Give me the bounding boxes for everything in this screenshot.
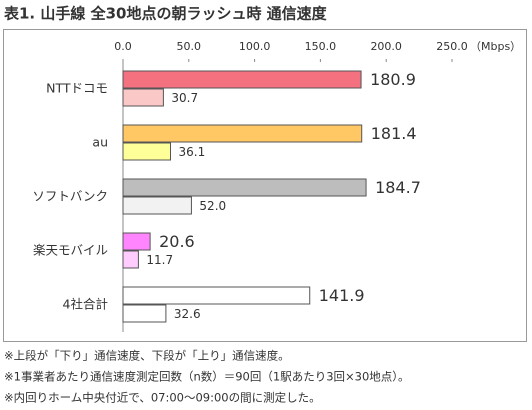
chart-frame	[3, 29, 527, 342]
x-tick-label: 0.0	[114, 40, 132, 53]
value-label: 141.9	[319, 286, 365, 305]
y-tick-label: 4社合計	[63, 297, 108, 312]
x-tick-label: 200.0	[370, 40, 402, 53]
x-tick-label: 150.0	[305, 40, 337, 53]
bar	[122, 178, 367, 197]
note: ※1事業者あたり通信速度測定回数（n数）＝90回（1駅あたり3回×30地点）。	[4, 370, 410, 384]
value-label: 20.6	[159, 232, 195, 251]
value-label-small: 52.0	[199, 199, 226, 213]
x-tick-label: 250.0	[436, 40, 468, 53]
value-label: 184.7	[375, 178, 421, 197]
bar	[122, 88, 164, 107]
y-tick-label: 楽天モバイル	[33, 243, 108, 258]
bar	[122, 124, 363, 143]
bar	[122, 250, 139, 269]
bar	[122, 304, 167, 323]
y-tick-label: au	[92, 135, 108, 150]
bar	[122, 196, 192, 215]
note: ※内回りホーム中央付近で、07:00～09:00の間に測定した。	[4, 391, 321, 405]
bar	[122, 142, 172, 161]
value-label-small: 11.7	[146, 253, 173, 267]
value-label-small: 30.7	[171, 91, 198, 105]
bar	[122, 232, 151, 251]
x-tick-label: 100.0	[239, 40, 271, 53]
x-tick-label: 50.0	[177, 40, 202, 53]
value-label: 180.9	[370, 70, 416, 89]
value-label-small: 36.1	[179, 145, 206, 159]
y-tick-label: NTTドコモ	[46, 81, 108, 96]
y-tick-label: ソフトバンク	[32, 189, 108, 204]
value-label-small: 32.6	[174, 307, 201, 321]
note: ※上段が「下り」通信速度、下段が「上り」通信速度。	[4, 349, 290, 363]
bar	[122, 286, 311, 305]
value-label: 181.4	[371, 124, 417, 143]
chart-title: 表1. 山手線 全30地点の朝ラッシュ時 通信速度	[4, 5, 328, 23]
bar	[122, 70, 362, 89]
x-axis-label: （Mbps）	[470, 40, 521, 53]
